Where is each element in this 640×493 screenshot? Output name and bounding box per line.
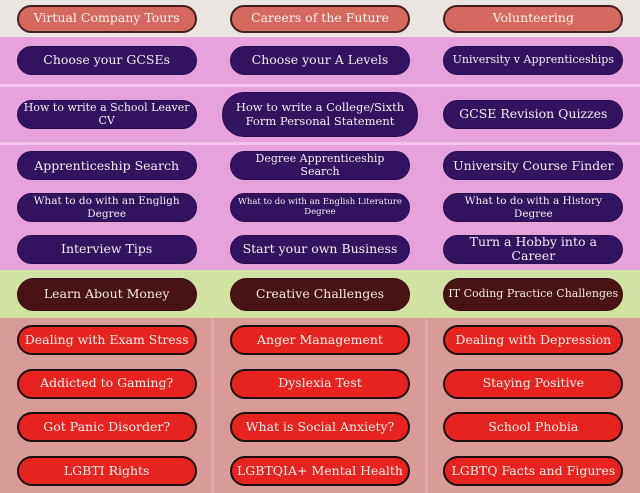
button-row: LGBTI Rights LGBTQIA+ Mental Health LGBT… — [0, 449, 640, 493]
creative-challenges-button[interactable]: Creative Challenges — [229, 277, 410, 311]
volunteering-button[interactable]: Volunteering — [443, 4, 624, 33]
dealing-with-exam-stress-button[interactable]: Dealing with Exam Stress — [16, 324, 197, 355]
column-divider — [211, 318, 214, 493]
button-row: Addicted to Gaming? Dyslexia Test Stayin… — [0, 362, 640, 406]
careers-of-the-future-button[interactable]: Careers of the Future — [229, 4, 410, 33]
lgbtqia-mental-health-button[interactable]: LGBTQIA+ Mental Health — [229, 456, 410, 487]
addicted-to-gaming-button[interactable]: Addicted to Gaming? — [16, 368, 197, 399]
lgbtq-facts-and-figures-button[interactable]: LGBTQ Facts and Figures — [443, 456, 624, 487]
section-careers-exploration: Virtual Company Tours Careers of the Fut… — [0, 0, 640, 37]
school-phobia-button[interactable]: School Phobia — [443, 412, 624, 443]
section-wellbeing: Dealing with Exam Stress Anger Managemen… — [0, 318, 640, 493]
section-study-choices: Choose your GCSEs Choose your A Levels U… — [0, 37, 640, 84]
choose-your-gcses-button[interactable]: Choose your GCSEs — [16, 46, 197, 75]
degree-apprenticeship-search-button[interactable]: Degree Apprenticeship Search — [229, 151, 410, 181]
learn-about-money-button[interactable]: Learn About Money — [16, 277, 197, 311]
section-challenges: Learn About Money Creative Challenges IT… — [0, 270, 640, 318]
anger-management-button[interactable]: Anger Management — [229, 324, 410, 355]
section-applications: How to write a School Leaver CV How to w… — [0, 84, 640, 142]
interview-tips-button[interactable]: Interview Tips — [16, 234, 197, 264]
it-coding-practice-challenges-button[interactable]: IT Coding Practice Challenges — [443, 277, 624, 311]
button-row: Dealing with Exam Stress Anger Managemen… — [0, 318, 640, 362]
button-row: What to do with an Engligh Degree What t… — [0, 187, 640, 229]
personal-statement-button[interactable]: How to write a College/Sixth Form Person… — [221, 92, 418, 137]
start-your-own-business-button[interactable]: Start your own Business — [229, 234, 410, 264]
school-leaver-cv-button[interactable]: How to write a School Leaver CV — [16, 100, 197, 129]
apprenticeship-search-button[interactable]: Apprenticeship Search — [16, 151, 197, 181]
lgbti-rights-button[interactable]: LGBTI Rights — [16, 456, 197, 487]
university-v-apprenticeships-button[interactable]: University v Apprenticeships — [443, 46, 624, 75]
dealing-with-depression-button[interactable]: Dealing with Depression — [443, 324, 624, 355]
history-degree-button[interactable]: What to do with a History Degree — [443, 193, 624, 222]
dyslexia-test-button[interactable]: Dyslexia Test — [229, 368, 410, 399]
button-row: How to write a School Leaver CV How to w… — [0, 87, 640, 142]
column-divider — [425, 318, 428, 493]
staying-positive-button[interactable]: Staying Positive — [443, 368, 624, 399]
button-row: Virtual Company Tours Careers of the Fut… — [0, 0, 640, 37]
gcse-revision-quizzes-button[interactable]: GCSE Revision Quizzes — [443, 100, 624, 129]
what-is-social-anxiety-button[interactable]: What is Social Anxiety? — [229, 412, 410, 443]
virtual-company-tours-button[interactable]: Virtual Company Tours — [16, 4, 197, 33]
english-literature-degree-button[interactable]: What to do with an English Literature De… — [229, 193, 410, 222]
choose-your-a-levels-button[interactable]: Choose your A Levels — [229, 46, 410, 75]
button-row: Got Panic Disorder? What is Social Anxie… — [0, 406, 640, 450]
button-row: Choose your GCSEs Choose your A Levels U… — [0, 37, 640, 84]
got-panic-disorder-button[interactable]: Got Panic Disorder? — [16, 412, 197, 443]
english-degree-button[interactable]: What to do with an Engligh Degree — [16, 193, 197, 222]
button-row: Apprenticeship Search Degree Apprentices… — [0, 145, 640, 187]
section-careers-guidance: Apprenticeship Search Degree Apprentices… — [0, 142, 640, 270]
button-row: Learn About Money Creative Challenges IT… — [0, 270, 640, 318]
button-row: Interview Tips Start your own Business T… — [0, 228, 640, 270]
turn-hobby-into-career-button[interactable]: Turn a Hobby into a Career — [443, 234, 624, 264]
university-course-finder-button[interactable]: University Course Finder — [443, 151, 624, 181]
